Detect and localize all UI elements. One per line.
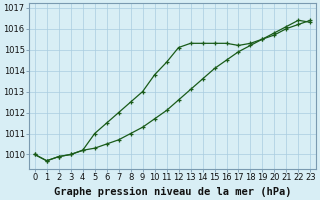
X-axis label: Graphe pression niveau de la mer (hPa): Graphe pression niveau de la mer (hPa) xyxy=(54,186,291,197)
